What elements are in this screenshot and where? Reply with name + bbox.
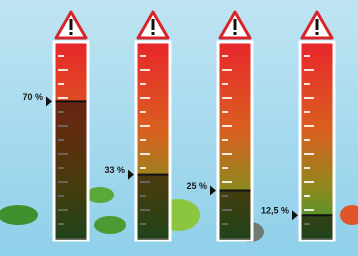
value-label: 70 %	[22, 92, 43, 102]
value-label: 33 %	[104, 165, 125, 175]
warning-dot	[152, 32, 155, 35]
gauge-level	[56, 101, 87, 240]
warning-mark	[234, 19, 237, 30]
chart: 70 % 33 % 25 % 12,5 %	[0, 0, 358, 256]
warning-dot	[70, 32, 73, 35]
gauge-level	[138, 175, 169, 240]
warning-mark	[152, 19, 155, 30]
value-label: 12,5 %	[261, 206, 289, 216]
warning-mark	[70, 19, 73, 30]
warning-dot	[234, 32, 237, 35]
warning-mark	[316, 19, 319, 30]
gauge-level	[220, 191, 251, 241]
value-label: 25 %	[186, 181, 207, 191]
gauge-level	[302, 215, 333, 240]
warning-dot	[316, 32, 319, 35]
